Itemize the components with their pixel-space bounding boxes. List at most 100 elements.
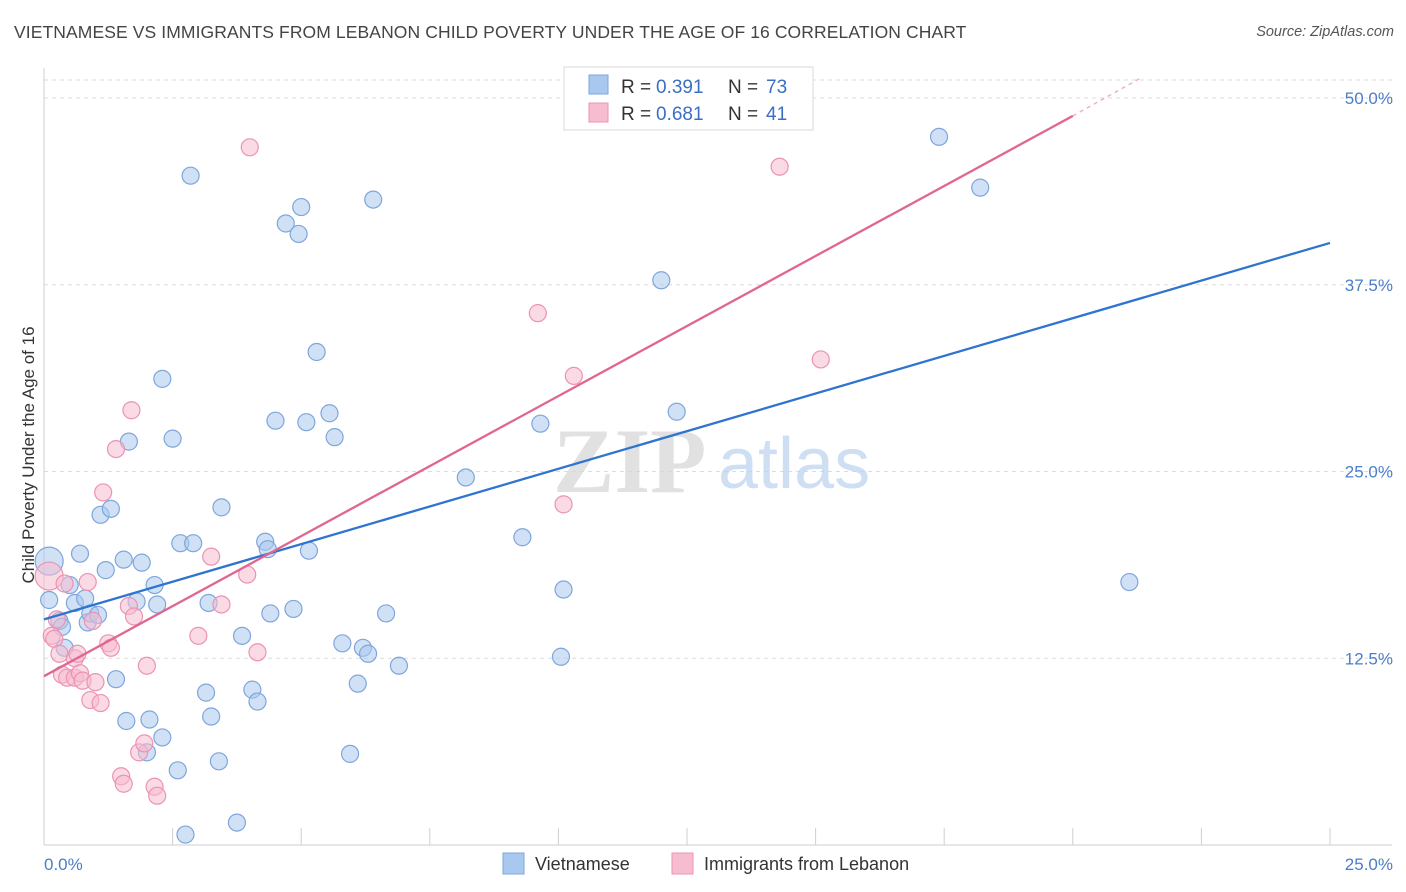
y-tick-label: 37.5% [1345, 276, 1393, 295]
vietnamese-point [209, 752, 228, 771]
legend-r-label-1: R = [621, 77, 651, 98]
vietnamese-point [266, 411, 285, 430]
x-tick-labels: 0.0% 25.0% [44, 855, 1393, 874]
lebanon-point [78, 572, 97, 592]
legend-r-value-2: 0.681 [656, 104, 704, 125]
vietnamese-point [176, 825, 195, 844]
lebanon-point [811, 350, 830, 369]
vietnamese-point [148, 595, 167, 614]
legend-r-value-1: 0.391 [656, 77, 704, 98]
legend-n-label-2: N = [728, 104, 758, 125]
vietnamese-point [652, 271, 671, 290]
lebanon-point [55, 574, 74, 593]
watermark-atlas: atlas [718, 424, 870, 504]
vietnamese-point [70, 544, 90, 563]
vietnamese-point [376, 604, 396, 623]
y-tick-label: 12.5% [1345, 649, 1393, 668]
vietnamese-point [232, 626, 252, 645]
legend-swatch-pink [588, 102, 609, 123]
lebanon-point [135, 734, 154, 753]
vietnamese-point [292, 197, 311, 217]
vietnamese-point [202, 707, 221, 726]
trend-line-lebanon-extension [1072, 77, 1141, 117]
lebanon-point [148, 786, 167, 805]
lebanon-point [83, 611, 102, 631]
vietnamese-point [531, 414, 550, 433]
vietnamese-point [551, 647, 571, 666]
trend-line-lebanon [43, 114, 1074, 678]
x-tick-label: 25.0% [1345, 855, 1393, 874]
vietnamese-point [40, 590, 59, 610]
vietnamese-point [140, 710, 159, 729]
lebanon-point [202, 547, 221, 566]
vietnamese-point [340, 744, 360, 763]
legend-n-label-1: N = [728, 77, 758, 98]
vietnamese-point [181, 166, 200, 185]
trend-line-vietnamese [43, 241, 1331, 621]
vietnamese-point [114, 550, 133, 569]
vietnamese-point [364, 190, 383, 209]
vietnamese-point [929, 127, 949, 146]
vietnamese-point [456, 468, 475, 487]
vietnamese-point [153, 369, 172, 388]
y-axis-label: Child Poverty Under the Age of 16 [19, 326, 38, 583]
lebanon-point [122, 401, 141, 420]
vietnamese-point [513, 528, 532, 547]
vietnamese-point [184, 534, 203, 553]
legend-swatch-blue [588, 74, 609, 95]
lebanon-point [554, 495, 573, 514]
bottom-legend-swatch-pink [671, 852, 694, 875]
y-tick-label: 50.0% [1345, 89, 1393, 108]
vietnamese-point [248, 692, 267, 711]
bottom-legend-lebanon: Immigrants from Lebanon [704, 854, 909, 874]
legend-n-value-1: 73 [766, 77, 787, 98]
vietnamese-point [971, 178, 990, 197]
lebanon-point [50, 644, 69, 663]
vietnamese-point [667, 402, 686, 421]
bottom-legend-swatch-blue [502, 852, 525, 875]
lebanon-point [91, 693, 110, 713]
vietnamese-point [389, 656, 409, 675]
top-legend: R = 0.391 N = 73 R = 0.681 N = 41 [563, 66, 814, 131]
x-tick-label: 0.0% [44, 855, 83, 874]
lebanon-point [94, 483, 113, 502]
lebanon-point [248, 643, 267, 662]
vietnamese-point [106, 670, 126, 689]
lebanon-point [770, 157, 789, 176]
bottom-legend: Vietnamese Immigrants from Lebanon [502, 852, 909, 875]
lebanon-point [137, 656, 156, 675]
vietnamese-point [132, 553, 151, 572]
vietnamese-point [358, 644, 378, 663]
vietnamese-point [333, 634, 352, 653]
vietnamese-point [1120, 572, 1139, 592]
vietnamese-point [153, 728, 172, 747]
vietnamese-point [117, 711, 136, 731]
trend-lines [43, 77, 1331, 678]
vietnamese-point [212, 498, 231, 517]
legend-r-label-2: R = [621, 104, 651, 125]
y-tick-label: 25.0% [1345, 463, 1393, 482]
lebanon-point [86, 673, 105, 692]
vietnamese-point [348, 674, 367, 693]
vietnamese-point [168, 761, 187, 780]
vietnamese-point [554, 580, 573, 599]
vietnamese-point [101, 499, 120, 518]
lebanon-point [564, 366, 583, 385]
y-tick-labels: 12.5% 25.0% 37.5% 50.0% [1345, 89, 1393, 668]
vietnamese-point [163, 429, 182, 448]
vietnamese-point [276, 214, 295, 233]
axes [43, 68, 1392, 846]
lebanon-point [124, 607, 144, 626]
vietnamese-point [325, 428, 344, 447]
chart-title: VIETNAMESE VS IMMIGRANTS FROM LEBANON CH… [14, 22, 967, 42]
vietnamese-point [227, 813, 246, 832]
chart-source: Source: ZipAtlas.com [1256, 24, 1394, 40]
series-lebanon-points [34, 138, 830, 805]
vietnamese-point [289, 224, 308, 244]
vietnamese-point [284, 599, 303, 619]
vietnamese-point [196, 683, 216, 702]
lebanon-point [240, 138, 259, 157]
vietnamese-point [320, 404, 339, 423]
lebanon-point [114, 774, 133, 793]
